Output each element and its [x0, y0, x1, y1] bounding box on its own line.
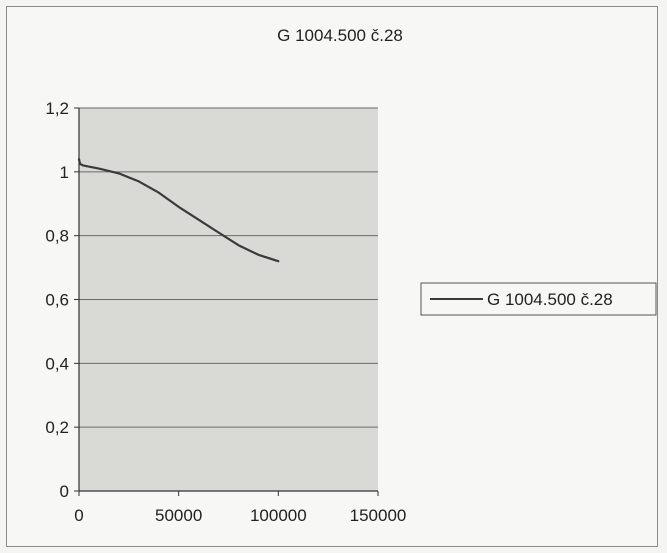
x-axis-ticks: 0 50000 100000 150000 — [74, 491, 406, 525]
y-tick-label-5: 1 — [60, 163, 69, 182]
legend: G 1004.500 č.28 — [420, 282, 657, 316]
y-tick-label-1: 0,2 — [45, 418, 69, 437]
y-tick-label-3: 0,6 — [45, 291, 69, 310]
legend-label: G 1004.500 č.28 — [487, 290, 613, 309]
x-tick-label-2: 100000 — [250, 506, 307, 525]
y-tick-label-0: 0 — [60, 482, 69, 501]
x-tick-label-1: 50000 — [155, 506, 202, 525]
y-tick-label-4: 0,8 — [45, 227, 69, 246]
y-tick-label-6: 1,2 — [45, 99, 69, 118]
y-axis-ticks: 0 0,2 0,4 0,6 0,8 1 1,2 — [45, 99, 79, 501]
grid-lines — [79, 107, 378, 428]
x-tick-label-0: 0 — [74, 506, 83, 525]
x-tick-label-3: 150000 — [350, 506, 407, 525]
series-group — [77, 158, 280, 263]
chart-title: G 1004.500 č.28 — [277, 26, 403, 45]
legend-box — [420, 282, 657, 316]
series-line-0 — [77, 158, 280, 263]
y-tick-label-2: 0,4 — [45, 354, 69, 373]
